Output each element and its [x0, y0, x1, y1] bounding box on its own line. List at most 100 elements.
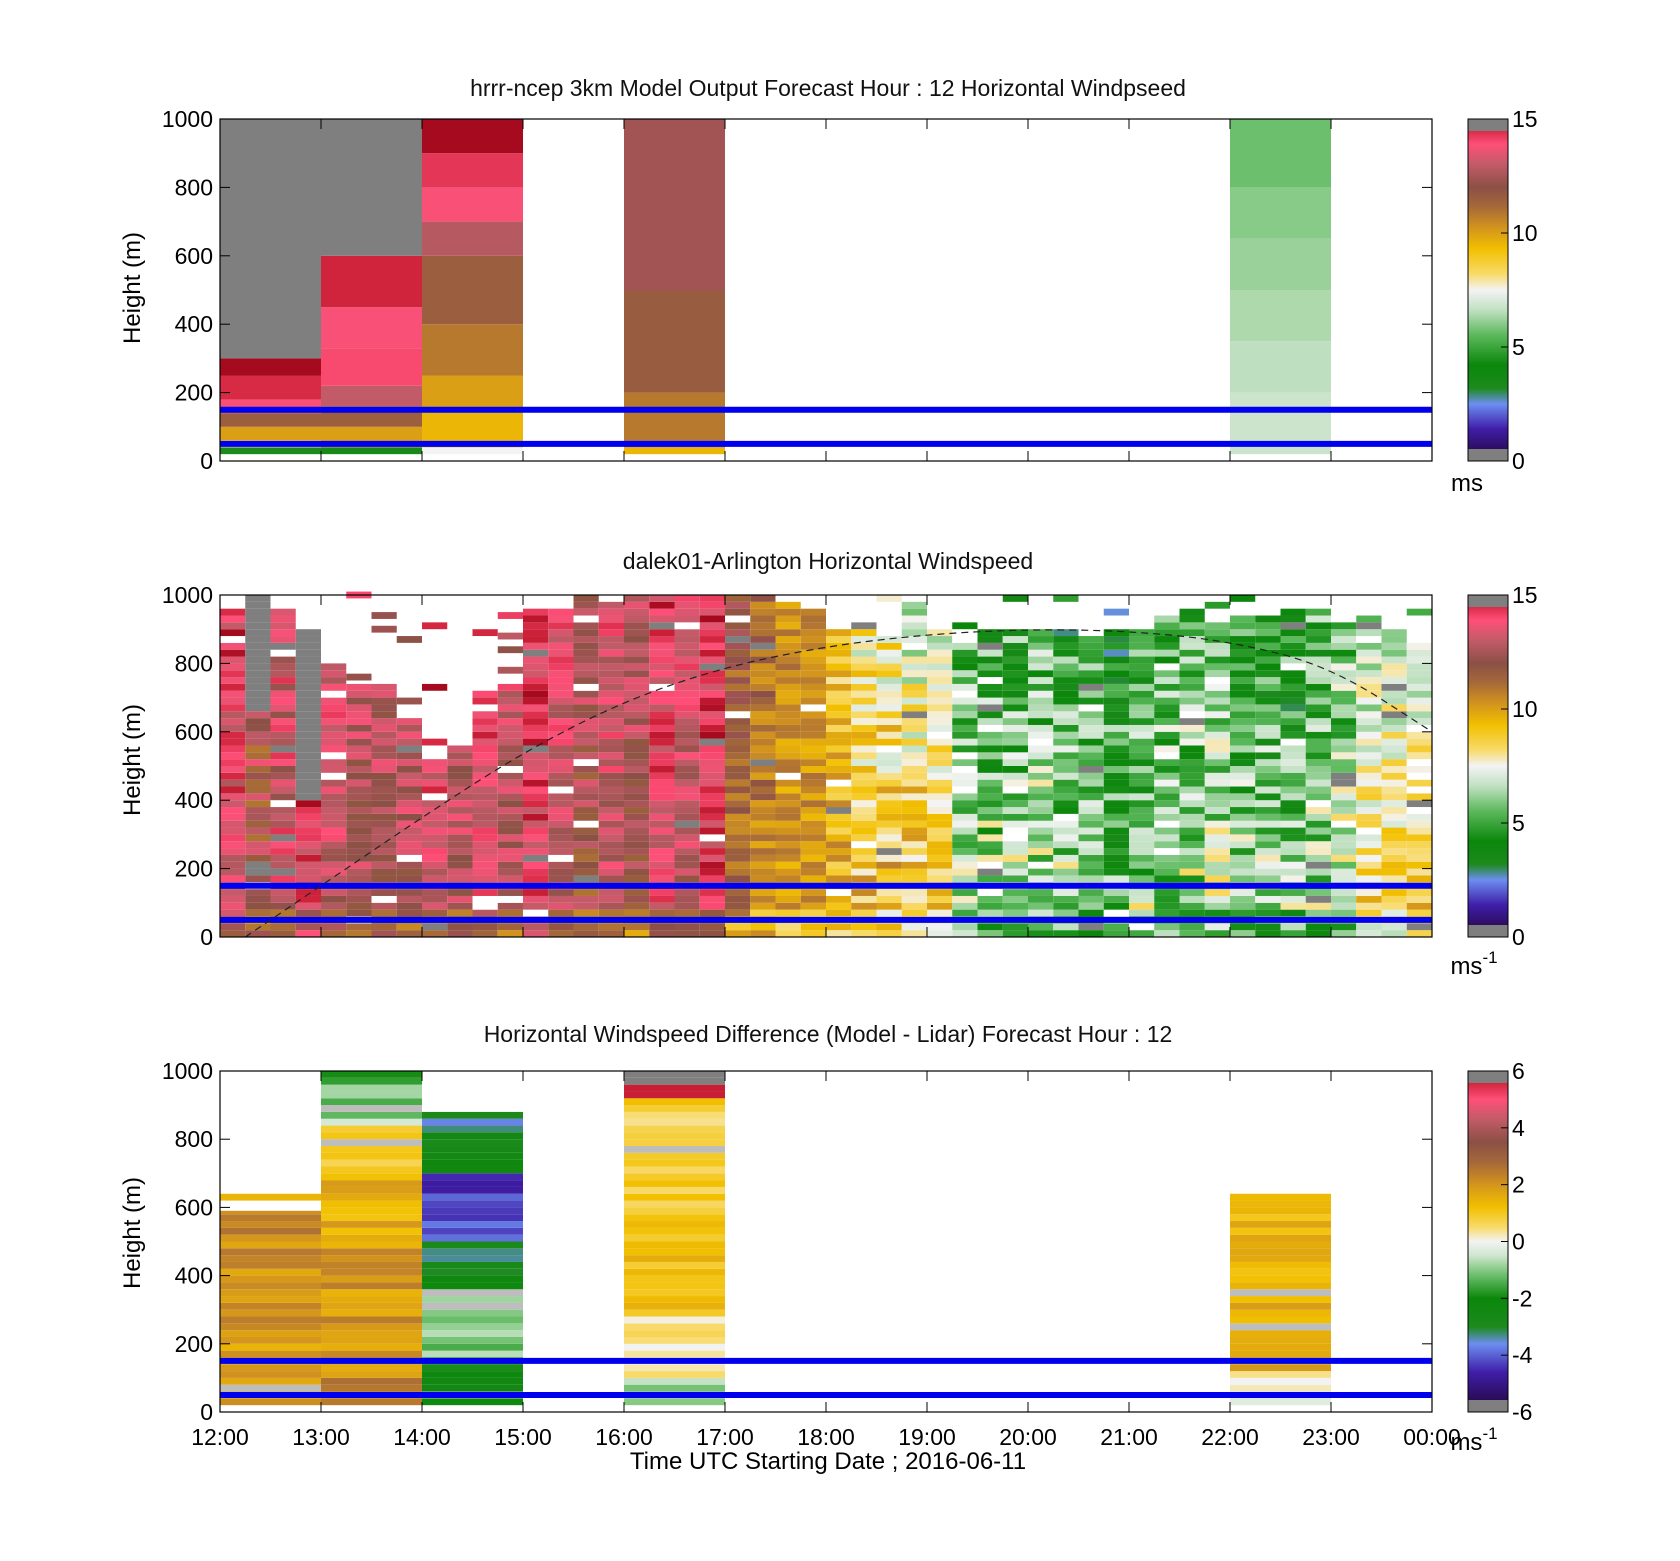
lidar-cell — [876, 868, 902, 876]
lidar-cell — [1204, 724, 1230, 732]
lidar-cell — [523, 608, 549, 616]
difference-cell — [220, 1377, 321, 1385]
model-reference-lines — [220, 406, 1432, 447]
lidar-cell — [775, 930, 801, 937]
lidar-cell — [1331, 779, 1357, 787]
lidar-cell — [295, 656, 321, 664]
lidar-cell — [1381, 807, 1407, 814]
lidar-cell — [1381, 738, 1407, 746]
lidar-cell — [1053, 752, 1079, 760]
lidar-cell — [1179, 656, 1205, 664]
lidar-cell — [1305, 813, 1331, 821]
lidar-cell — [1280, 752, 1306, 760]
difference-cell — [624, 1200, 725, 1208]
lidar-sparse-cell — [1406, 608, 1432, 616]
lidar-cell — [1230, 848, 1256, 855]
difference-panel-ylabel: Height (m) — [119, 1177, 146, 1289]
lidar-cell — [624, 711, 650, 719]
lidar-cell — [447, 861, 473, 869]
xtick-label: 21:00 — [1100, 1424, 1158, 1450]
lidar-cell — [977, 636, 1003, 643]
lidar-cell — [1305, 766, 1331, 773]
lidar-cell — [649, 875, 675, 883]
lidar-cell — [1129, 697, 1155, 705]
difference-cell — [321, 1180, 422, 1187]
lidar-cell — [245, 895, 271, 903]
lidar-cell — [220, 697, 246, 705]
lidar-cell — [674, 608, 700, 616]
lidar-cell — [1331, 697, 1357, 705]
lidar-cell — [1028, 718, 1054, 725]
lidar-cell — [1028, 800, 1054, 808]
model-cell — [422, 187, 523, 222]
lidar-cell — [1179, 711, 1205, 719]
lidar-cell — [220, 848, 246, 855]
difference-cell — [624, 1282, 725, 1290]
lidar-cell — [977, 738, 1003, 746]
lidar-cell — [725, 813, 751, 821]
ytick-label: 400 — [175, 311, 213, 337]
lidar-cell — [220, 629, 246, 637]
lidar-cell — [497, 800, 523, 808]
lidar-cell — [1331, 820, 1357, 828]
lidar-cell — [901, 731, 927, 739]
lidar-sparse-cell — [472, 629, 498, 637]
lidar-cell — [1154, 813, 1180, 821]
lidar-cell — [573, 895, 599, 903]
lidar-cell — [245, 615, 271, 623]
lidar-cell — [1406, 656, 1432, 664]
lidar-cell — [1103, 649, 1129, 657]
lidar-cell — [346, 683, 372, 691]
model-cell — [321, 307, 422, 349]
lidar-cell — [1305, 718, 1331, 725]
lidar-cell — [371, 854, 397, 862]
lidar-cell — [1305, 834, 1331, 842]
lidar-cell — [750, 677, 776, 684]
lidar-cell — [927, 909, 953, 917]
lidar-cell — [396, 861, 422, 869]
lidar-cell — [497, 711, 523, 719]
lidar-cell — [800, 868, 826, 876]
lidar-cell — [674, 690, 700, 698]
lidar-cell — [1204, 820, 1230, 828]
lidar-cell — [573, 793, 599, 801]
lidar-cell — [295, 663, 321, 671]
lidar-cell — [1204, 889, 1230, 896]
lidar-cell — [649, 697, 675, 705]
lidar-cell — [472, 724, 498, 732]
lidar-cell — [1129, 718, 1155, 725]
lidar-cell — [1331, 690, 1357, 698]
lidar-cell — [1381, 889, 1407, 896]
lidar-cell — [1028, 902, 1054, 910]
lidar-cell — [750, 697, 776, 705]
lidar-cell — [725, 704, 751, 712]
lidar-cell — [548, 670, 574, 678]
lidar-cell — [952, 841, 978, 849]
lidar-cell — [396, 786, 422, 794]
lidar-cell — [624, 909, 650, 917]
lidar-cell — [1356, 642, 1382, 650]
lidar-cell — [447, 875, 473, 883]
lidar-cell — [725, 601, 751, 609]
lidar-cell — [548, 793, 574, 801]
lidar-cell — [598, 786, 624, 794]
lidar-cell — [624, 745, 650, 753]
lidar-cell — [245, 868, 271, 876]
lidar-cell — [826, 677, 852, 684]
lidar-cell — [1406, 827, 1432, 835]
lidar-cell — [472, 759, 498, 766]
lidar-cell — [1280, 718, 1306, 725]
lidar-cell — [826, 731, 852, 739]
lidar-cell — [321, 677, 347, 684]
lidar-cell — [674, 629, 700, 637]
lidar-cell — [1129, 731, 1155, 739]
difference-cell — [422, 1289, 523, 1297]
lidar-cell — [1129, 670, 1155, 678]
difference-cell — [1230, 1343, 1331, 1351]
lidar-cell — [346, 711, 372, 719]
lidar-cell — [1406, 697, 1432, 705]
lidar-cell — [826, 704, 852, 712]
lidar-cell — [851, 704, 877, 712]
difference-cell — [624, 1241, 725, 1249]
lidar-cell — [1179, 772, 1205, 780]
